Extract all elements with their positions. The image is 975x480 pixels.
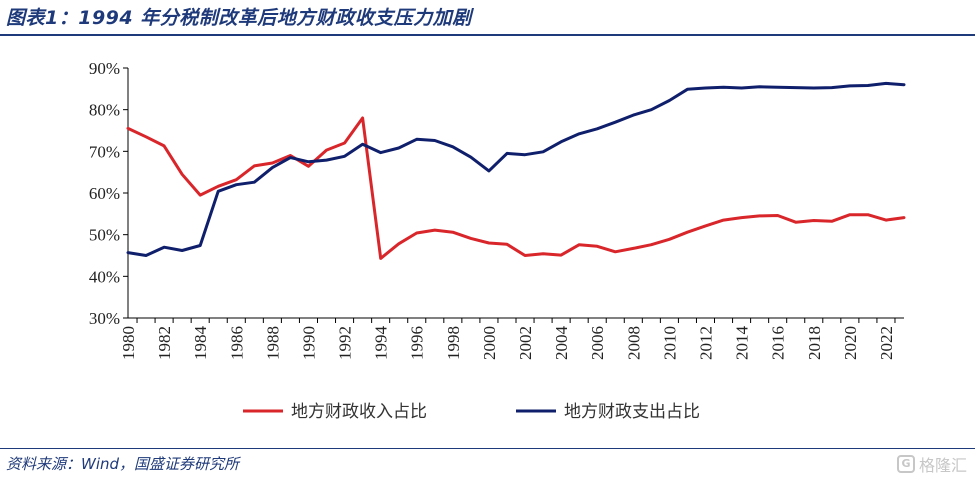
x-tick-label: 2020 — [841, 326, 860, 360]
x-tick-label: 1982 — [155, 326, 174, 360]
x-tick-label: 1988 — [263, 326, 282, 360]
x-tick-label: 1990 — [299, 326, 318, 360]
footer-divider — [0, 448, 975, 449]
chart-axes: 30% 40% 50% 60% 70% 80% 90% 1980 1982 1984 1986 198… — [89, 59, 904, 360]
legend-label-expenditure: 地方财政支出占比 — [564, 402, 700, 422]
x-tick-label: 2018 — [805, 326, 824, 360]
x-tick-label: 2010 — [660, 326, 679, 360]
x-tick-label: 1994 — [372, 326, 391, 361]
chart-series — [126, 81, 906, 260]
x-tick-label: 1986 — [227, 326, 246, 360]
x-tick-label: 2002 — [516, 326, 535, 360]
header-divider — [0, 34, 975, 36]
x-tick-label: 2004 — [552, 326, 571, 361]
y-tick-label: 90% — [89, 59, 120, 78]
y-tick-label: 80% — [89, 101, 120, 120]
y-tick-label: 40% — [89, 267, 120, 286]
x-tick-label: 2022 — [877, 326, 896, 360]
chart-title: 图表1：1994 年分税制改革后地方财政收支压力加剧 — [6, 7, 472, 29]
series-line-expenditure — [126, 81, 906, 257]
y-tick-label: 50% — [89, 226, 120, 245]
watermark-logo-icon: G — [896, 455, 915, 473]
x-tick-label: 2000 — [480, 326, 499, 360]
x-tick-label: 1996 — [408, 326, 427, 360]
y-tick-label: 30% — [89, 309, 120, 328]
y-tick-label: 60% — [89, 184, 120, 203]
watermark: G 格隆汇 — [896, 452, 967, 476]
x-tick-label: 2016 — [769, 326, 788, 360]
x-tick-label: 2008 — [624, 326, 643, 360]
chart-legend: 地方财政收入占比 地方财政支出占比 — [243, 402, 700, 422]
watermark-text: 格隆汇 — [918, 456, 967, 475]
x-tick-label: 1992 — [336, 326, 355, 360]
line-chart: 30% 40% 50% 60% 70% 80% 90% 1980 1982 1984 1986 198… — [89, 59, 906, 422]
source-note: 资料来源：Wind，国盛证券研究所 — [6, 455, 240, 473]
y-tick-label: 70% — [89, 142, 120, 161]
x-tick-label: 1998 — [444, 326, 463, 360]
x-tick-label: 2006 — [588, 326, 607, 360]
series-line-revenue — [126, 116, 906, 260]
x-tick-label: 1980 — [119, 326, 138, 360]
x-tick-label: 1984 — [191, 326, 210, 361]
legend-label-revenue: 地方财政收入占比 — [291, 402, 427, 422]
x-tick-label: 2012 — [696, 326, 715, 360]
x-tick-label: 2014 — [733, 326, 752, 361]
